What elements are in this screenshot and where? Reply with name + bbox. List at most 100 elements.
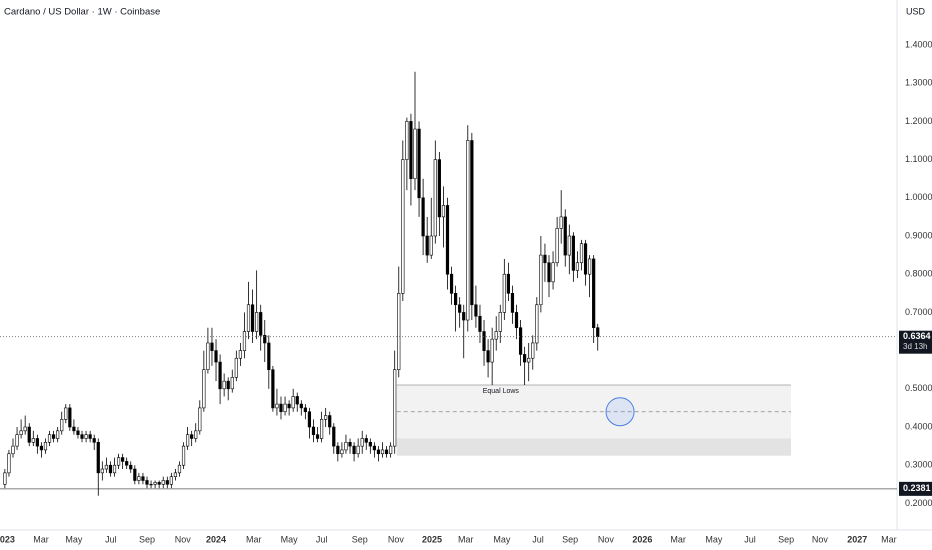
x-tick-label: 2025 (422, 534, 442, 544)
last-price-label: 0.6364 (903, 331, 931, 341)
candle-body (579, 243, 584, 264)
candle-body (328, 415, 332, 428)
candle-body (592, 258, 596, 328)
y-tick-label: 0.4000 (905, 421, 932, 431)
y-tick-label: 1.4000 (905, 39, 932, 49)
candle-body (535, 304, 539, 344)
candle-body (263, 335, 267, 344)
candle-body (52, 434, 56, 439)
y-tick-label: 1.3000 (905, 78, 932, 88)
candle-body (490, 338, 494, 363)
candle-body (437, 159, 441, 218)
candle-body (88, 434, 92, 439)
candle-body (498, 312, 502, 332)
candle-body (80, 434, 84, 439)
candle-body (23, 426, 27, 432)
y-tick-label: 1.0000 (905, 192, 932, 202)
candle-body (125, 461, 129, 466)
candle-body (291, 396, 295, 409)
candle-body (35, 438, 39, 447)
candle-body (104, 464, 108, 470)
candle-body (238, 350, 242, 359)
candle-body (470, 140, 474, 306)
candle-body (234, 357, 238, 378)
candle-body (596, 327, 600, 338)
candle-body (583, 243, 588, 275)
x-tick-label: 2024 (206, 534, 226, 544)
candle-body (60, 419, 64, 432)
candle-body (27, 426, 31, 443)
candle-body (43, 441, 48, 451)
candle-body (547, 262, 551, 283)
candle-body (64, 407, 68, 420)
candle-body (356, 445, 360, 455)
candle-body (68, 407, 72, 428)
y-tick-label: 0.2000 (905, 498, 932, 508)
candle-body (149, 484, 153, 486)
x-tick-label: Nov (812, 534, 829, 544)
candle-body (567, 235, 571, 256)
candle-body (15, 434, 19, 447)
candle-body (510, 293, 515, 313)
x-tick-label: May (493, 534, 511, 544)
candle-body (112, 464, 117, 474)
candle-body (137, 476, 141, 481)
candle-body (11, 445, 15, 455)
candle-body (518, 327, 523, 355)
candle-body (311, 426, 316, 435)
y-tick-label: 0.7000 (905, 307, 932, 317)
candle-body (543, 254, 547, 264)
candle-body (551, 262, 555, 283)
candle-body (368, 441, 372, 447)
y-tick-label: 1.2000 (905, 116, 932, 126)
support-price-label: 0.2381 (903, 483, 931, 493)
x-tick-label: 2027 (847, 534, 867, 544)
candle-body (364, 438, 368, 443)
candle-body (271, 369, 275, 409)
candle-body (283, 403, 287, 413)
candle-body (376, 449, 381, 455)
candle-body (259, 312, 263, 336)
candle-body (539, 254, 543, 306)
candle-body (108, 464, 113, 474)
candle-body (324, 415, 328, 420)
candle-body (401, 159, 405, 294)
candle-body (571, 235, 575, 271)
x-tick-label: May (281, 534, 299, 544)
zone-label: Equal Lows (483, 388, 520, 395)
candle-body (206, 342, 210, 371)
candle-body (194, 430, 198, 439)
x-tick-label: Jul (105, 534, 117, 544)
x-tick-label: May (65, 534, 83, 544)
candle-body (214, 350, 218, 363)
candle-body (344, 441, 348, 451)
candle-body (165, 480, 169, 485)
x-tick-label: Nov (175, 534, 192, 544)
candle-body (7, 453, 11, 474)
x-tick-label: Sep (352, 534, 368, 544)
x-tick-label: Jul (532, 534, 544, 544)
x-tick-label: Nov (598, 534, 615, 544)
candle-body (449, 273, 454, 294)
candle-body (478, 315, 482, 332)
candle-body (486, 350, 490, 363)
candle-body (340, 449, 344, 455)
candle-body (320, 419, 324, 439)
candle-body (169, 476, 173, 485)
candle-body (303, 407, 307, 413)
target-marker (605, 397, 635, 427)
candle-body (458, 304, 462, 313)
candle-body (186, 434, 190, 447)
candle-body (413, 128, 417, 180)
x-tick-label: Jul (316, 534, 328, 544)
x-tick-label: Sep (562, 534, 578, 544)
candle-body (466, 140, 470, 321)
candle-body (421, 197, 425, 237)
candle-body (161, 480, 165, 485)
candle-body (389, 445, 393, 455)
candle-body (129, 464, 133, 470)
candle-body (133, 468, 137, 481)
candle-body (563, 216, 567, 256)
candle-body (222, 380, 226, 390)
